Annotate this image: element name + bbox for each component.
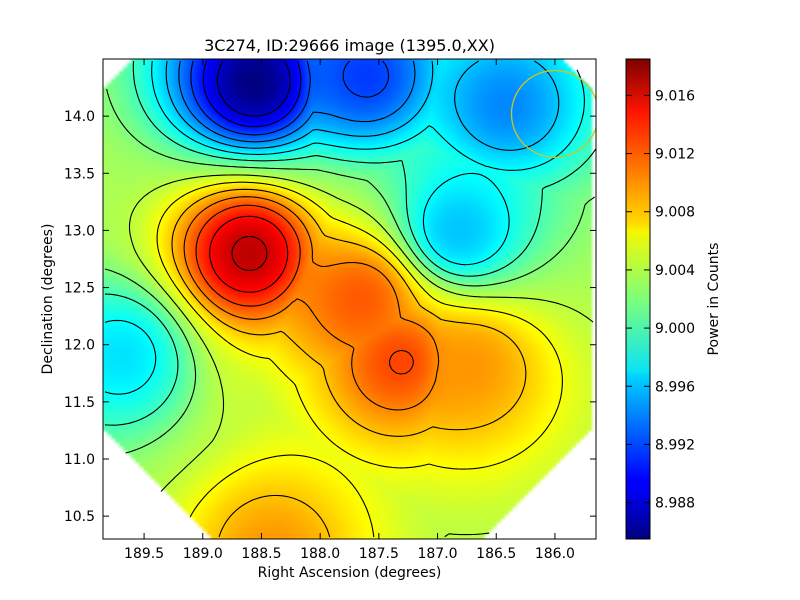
- y-tick-label: 12.0: [64, 338, 95, 354]
- contour-line: [104, 88, 596, 454]
- colorbar-label: Power in Counts: [706, 243, 722, 356]
- x-tick-label: 187.0: [417, 546, 457, 562]
- colorbar-tick-label: 8.988: [655, 496, 695, 512]
- x-axis: 189.5 189.0 188.5 188.0 187.5 187.0 186.5 186.0: [124, 59, 575, 562]
- plot-area: [103, 59, 596, 539]
- x-tick-label: 187.5: [359, 546, 399, 562]
- contour-line: [209, 215, 289, 293]
- colorbar-frame: [625, 58, 651, 540]
- y-axis: 10.5 11.0 11.5 12.0 12.5 13.0 13.5 14.0: [64, 109, 596, 525]
- contour-line: [104, 60, 596, 426]
- colorbar-tick-label: 9.008: [655, 205, 695, 221]
- colorbar-gradient: [626, 59, 650, 539]
- colorbar-tick-label: 8.992: [655, 437, 695, 453]
- colorbar-tick-label: 9.004: [655, 263, 695, 279]
- x-tick-label: 186.5: [476, 546, 516, 562]
- heatmap-image: [103, 59, 596, 539]
- contour-line: [231, 235, 268, 272]
- y-tick-label: 13.5: [64, 166, 95, 182]
- contour-lines: [104, 60, 596, 538]
- contour-line: [165, 60, 560, 151]
- contour-line: [195, 204, 414, 375]
- contour-line: [156, 181, 563, 538]
- plot-frame: [102, 58, 597, 540]
- chart-title: 3C274, ID:29666 image (1395.0,XX): [204, 36, 495, 55]
- contour-line: [171, 188, 527, 538]
- colorbar-tick-label: 9.000: [655, 321, 695, 337]
- contour-line: [216, 60, 291, 117]
- contour-line: [183, 196, 440, 411]
- colorbar-ticks: 8.988 8.992 8.996 9.000 9.004 9.008 9.012 9.016: [626, 88, 695, 512]
- y-tick-label: 11.0: [64, 452, 95, 468]
- colorbar-tick-label: 9.016: [655, 88, 695, 104]
- y-tick-label: 12.5: [64, 281, 95, 297]
- x-tick-label: 189.0: [183, 546, 223, 562]
- x-axis-label: Right Ascension (degrees): [258, 565, 442, 581]
- contour-line: [190, 60, 390, 136]
- x-tick-label: 188.5: [241, 546, 281, 562]
- contour-line: [178, 60, 416, 143]
- beam-circle: [510, 69, 596, 158]
- x-tick-label: 189.5: [124, 546, 164, 562]
- x-tick-label: 186.0: [535, 546, 575, 562]
- contour-line: [202, 60, 302, 128]
- y-axis-label: Declination (degrees): [40, 224, 56, 375]
- colorbar: 8.988 8.992 8.996 9.000 9.004 9.008 9.012 9.016…: [625, 58, 722, 540]
- y-tick-label: 10.5: [64, 509, 95, 525]
- colorbar-tick-label: 8.996: [655, 379, 695, 395]
- x-tick-label: 188.0: [300, 546, 340, 562]
- contour-line: [104, 60, 585, 395]
- y-tick-label: 14.0: [64, 109, 95, 125]
- colorbar-tick-label: 9.012: [655, 147, 695, 163]
- y-tick-label: 11.5: [64, 395, 95, 411]
- contour-line: [128, 174, 594, 537]
- y-tick-label: 13.0: [64, 223, 95, 239]
